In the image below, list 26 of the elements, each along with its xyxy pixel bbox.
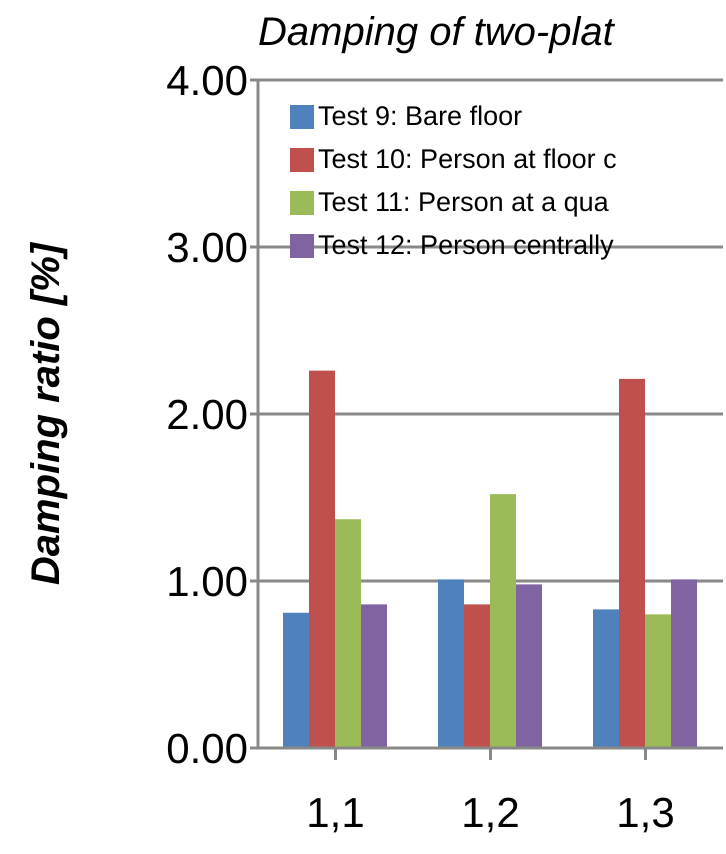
bar bbox=[335, 519, 361, 748]
bar bbox=[593, 609, 619, 748]
bar bbox=[283, 612, 309, 748]
legend-label: Test 11: Person at a qua bbox=[318, 186, 609, 219]
bar bbox=[438, 579, 464, 748]
bar bbox=[464, 604, 490, 748]
y-tick-label: 0.00 bbox=[166, 724, 248, 772]
legend-label: Test 12: Person centrally bbox=[318, 229, 614, 262]
legend-label: Test 10: Person at floor c bbox=[318, 143, 617, 176]
bar bbox=[619, 378, 645, 748]
y-axis-title: Damping ratio [%] bbox=[24, 241, 68, 586]
y-tick-label: 4.00 bbox=[166, 56, 248, 104]
bar bbox=[309, 370, 335, 748]
bar bbox=[516, 584, 542, 748]
x-tick-label: 1,1 bbox=[306, 788, 365, 836]
x-tick-label: 1,3 bbox=[616, 788, 675, 836]
y-tick-label: 2.00 bbox=[166, 390, 248, 438]
x-tick-label: 1,2 bbox=[461, 788, 520, 836]
bar bbox=[645, 614, 671, 748]
chart-title: Damping of two-plat bbox=[258, 10, 614, 55]
y-tick-label: 1.00 bbox=[166, 558, 248, 605]
y-tick-label: 3.00 bbox=[166, 224, 248, 271]
bar bbox=[361, 604, 387, 748]
legend-label: Test 9: Bare floor bbox=[318, 100, 522, 133]
bar bbox=[671, 579, 697, 748]
bar bbox=[490, 494, 516, 748]
